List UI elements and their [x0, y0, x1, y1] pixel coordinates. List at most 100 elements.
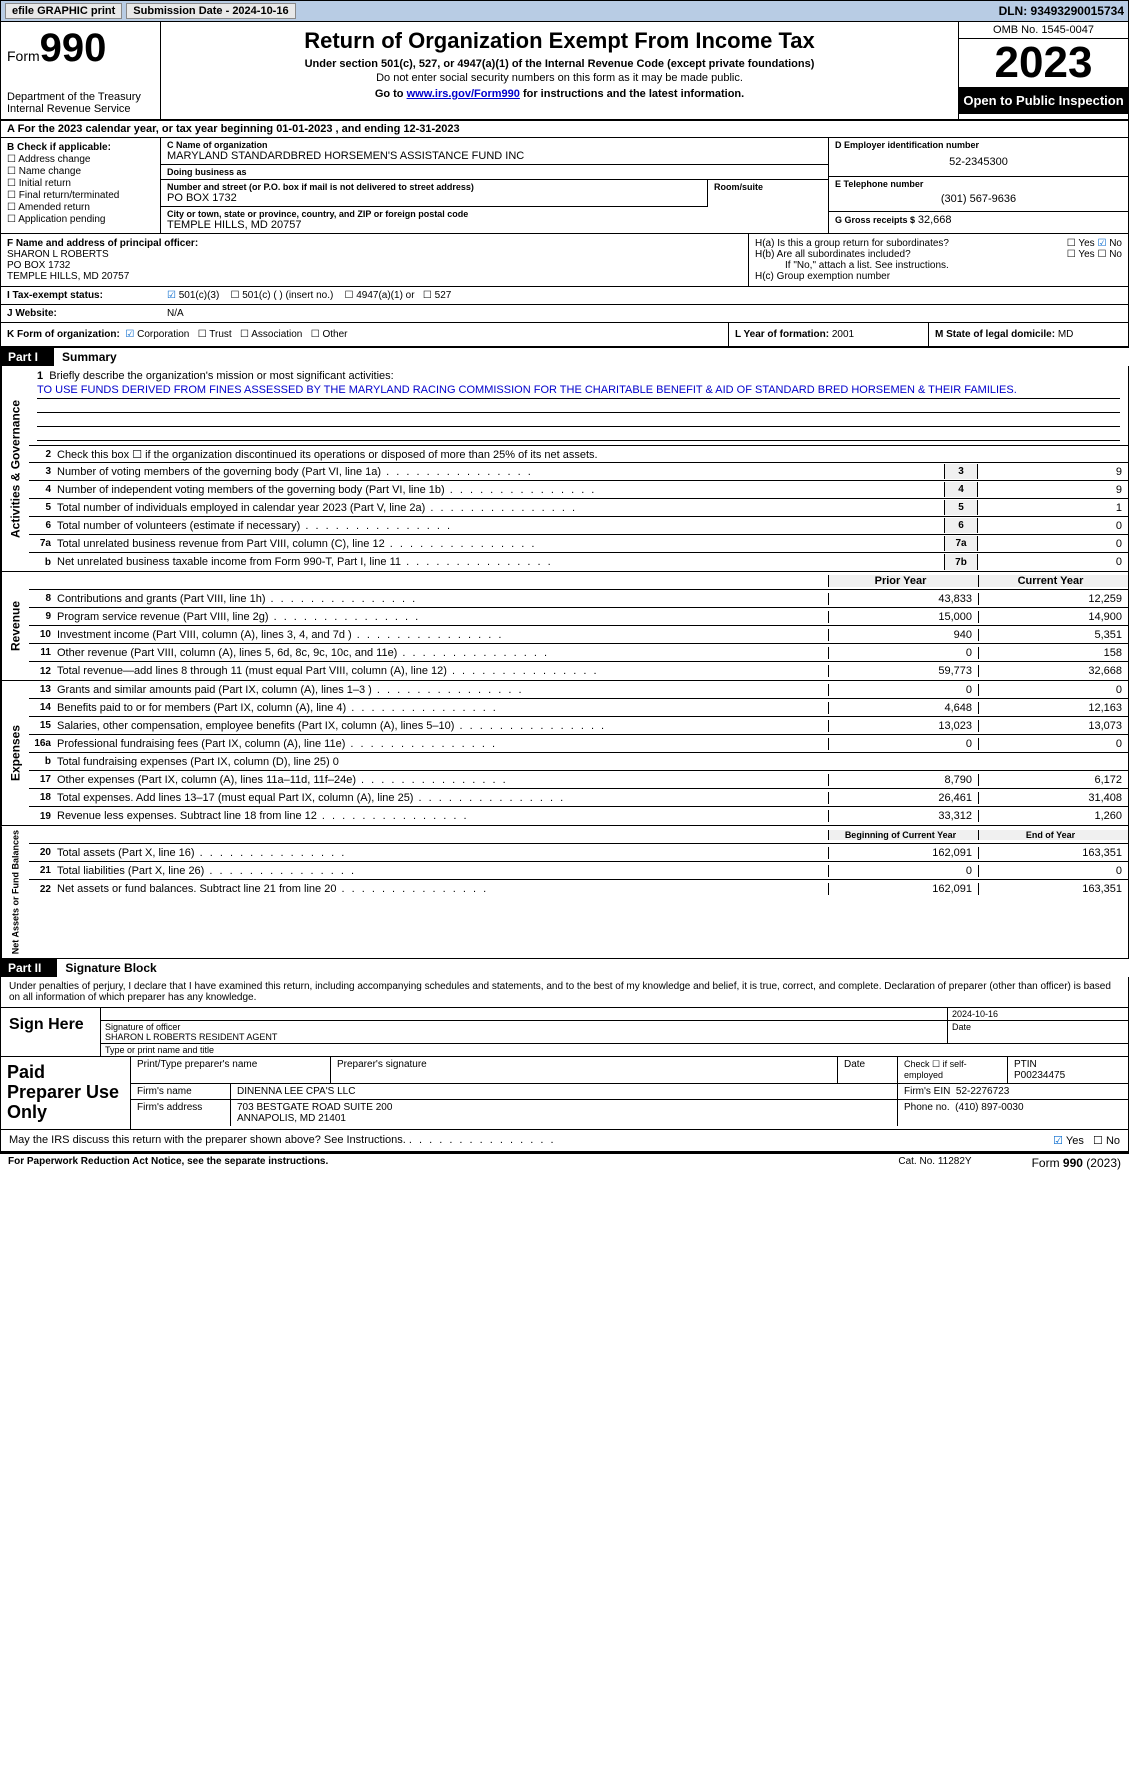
- firm-addr-label: Firm's address: [131, 1100, 231, 1126]
- revenue-body: Prior Year Current Year 8Contributions a…: [29, 572, 1128, 680]
- ln-txt: Contributions and grants (Part VIII, lin…: [57, 593, 828, 605]
- tel-value: (301) 567-9636: [835, 189, 1122, 209]
- cb-assoc[interactable]: [240, 329, 251, 340]
- ha-yes[interactable]: [1067, 238, 1079, 249]
- cb-final-return[interactable]: Final return/terminated: [7, 190, 154, 201]
- firm-phone-cell: Phone no. (410) 897-0030: [898, 1100, 1128, 1126]
- gross-label: G Gross receipts $: [835, 215, 915, 225]
- hb-yes[interactable]: [1067, 249, 1079, 260]
- form-number: Form990: [7, 26, 154, 71]
- cb-address-change[interactable]: Address change: [7, 154, 154, 165]
- submission-date-button[interactable]: Submission Date - 2024-10-16: [126, 3, 295, 19]
- part2-header: Part II Signature Block: [0, 959, 1129, 977]
- ln-val: 1: [978, 502, 1128, 514]
- net-line-20: 20Total assets (Part X, line 16)162,0911…: [29, 844, 1128, 862]
- end-year-hdr: End of Year: [978, 830, 1128, 840]
- row-a: A For the 2023 calendar year, or tax yea…: [0, 119, 1129, 138]
- sub3-pre: Go to: [375, 88, 407, 100]
- line-2: 2 Check this box ☐ if the organization d…: [29, 445, 1128, 463]
- cb-application-pending[interactable]: Application pending: [7, 214, 154, 225]
- ln-num: 6: [29, 520, 57, 531]
- ln-txt: Program service revenue (Part VIII, line…: [57, 611, 828, 623]
- ha-yes-lbl: Yes: [1078, 238, 1094, 249]
- ln-box: 7a: [944, 536, 978, 551]
- cb-trust[interactable]: [198, 329, 210, 340]
- rev-line-12: 12Total revenue—add lines 8 through 11 (…: [29, 662, 1128, 680]
- suite-cell: Room/suite: [708, 180, 828, 207]
- row-i: I Tax-exempt status: 501(c)(3) 501(c) ( …: [0, 287, 1129, 305]
- paid-preparer-label: Paid Preparer Use Only: [1, 1057, 131, 1128]
- net-line-21: 21Total liabilities (Part X, line 26)00: [29, 862, 1128, 880]
- cb-initial-return[interactable]: Initial return: [7, 178, 154, 189]
- ln-num: 18: [29, 792, 57, 803]
- irs-link[interactable]: www.irs.gov/Form990: [407, 88, 520, 100]
- curr-val: 5,351: [978, 629, 1128, 641]
- cb-name-change[interactable]: Name change: [7, 166, 154, 177]
- tel-label: E Telephone number: [835, 179, 1122, 189]
- ln-val: 0: [978, 520, 1128, 532]
- row-klm: K Form of organization: Corporation Trus…: [0, 323, 1129, 348]
- ln-num: 22: [29, 884, 57, 895]
- ln-txt: Investment income (Part VIII, column (A)…: [57, 629, 828, 641]
- open-public: Open to Public Inspection: [959, 87, 1128, 114]
- part1-title: Summary: [54, 348, 1129, 366]
- ln-txt: Net assets or fund balances. Subtract li…: [57, 883, 828, 895]
- curr-val: 13,073: [978, 720, 1128, 732]
- discuss-no: No: [1106, 1135, 1120, 1147]
- ln-txt: Other revenue (Part VIII, column (A), li…: [57, 647, 828, 659]
- header-middle: Return of Organization Exempt From Incom…: [161, 22, 958, 119]
- tel-cell: E Telephone number (301) 567-9636: [829, 177, 1128, 212]
- cb-501c[interactable]: [230, 290, 242, 301]
- exp-line-18: 18Total expenses. Add lines 13–17 (must …: [29, 789, 1128, 807]
- exp-line-16a: 16aProfessional fundraising fees (Part I…: [29, 735, 1128, 753]
- addr-label: Number and street (or P.O. box if mail i…: [167, 182, 701, 192]
- ln-txt: Professional fundraising fees (Part IX, …: [57, 738, 828, 750]
- year-formation-label: L Year of formation:: [735, 329, 829, 340]
- hb-no[interactable]: [1097, 249, 1109, 260]
- curr-val: 0: [978, 865, 1128, 877]
- cb-corp[interactable]: [125, 329, 137, 340]
- cb-other[interactable]: [311, 329, 323, 340]
- prior-year-hdr: Prior Year: [828, 575, 978, 587]
- ln-txt: Total revenue—add lines 8 through 11 (mu…: [57, 665, 828, 677]
- dba-label: Doing business as: [167, 167, 822, 177]
- ln-num: 7a: [29, 538, 57, 549]
- header-sub1: Under section 501(c), 527, or 4947(a)(1)…: [169, 58, 950, 70]
- discuss-yes-cb[interactable]: [1053, 1135, 1066, 1147]
- officer-addr1: PO BOX 1732: [7, 260, 742, 271]
- curr-val: 31,408: [978, 792, 1128, 804]
- dln-label: DLN: 93493290015734: [999, 4, 1124, 18]
- ha-no[interactable]: [1097, 238, 1109, 249]
- cb-amended-return[interactable]: Amended return: [7, 202, 154, 213]
- curr-val: 14,900: [978, 611, 1128, 623]
- form-footer-label: Form 990 (2023): [1032, 1156, 1121, 1170]
- efile-print-button[interactable]: efile GRAPHIC print: [5, 3, 122, 19]
- box-c: C Name of organization MARYLAND STANDARD…: [161, 138, 828, 233]
- cb-4947[interactable]: [344, 290, 356, 301]
- officer-addr2: TEMPLE HILLS, MD 20757: [7, 271, 742, 282]
- ln-num: 17: [29, 774, 57, 785]
- exp-line-17: 17Other expenses (Part IX, column (A), l…: [29, 771, 1128, 789]
- beginning-year-hdr: Beginning of Current Year: [828, 830, 978, 840]
- prep-row3: Firm's address 703 BESTGATE ROAD SUITE 2…: [131, 1100, 1128, 1126]
- ln-num: 21: [29, 865, 57, 876]
- discuss-label: May the IRS discuss this return with the…: [9, 1134, 406, 1146]
- prior-val: 26,461: [828, 792, 978, 804]
- hb-note: If "No," attach a list. See instructions…: [755, 260, 1122, 271]
- top-bar: efile GRAPHIC print Submission Date - 20…: [0, 0, 1129, 22]
- ptin-value: P00234475: [1014, 1070, 1122, 1081]
- cb-501c3[interactable]: [167, 290, 179, 301]
- discuss-no-cb[interactable]: [1093, 1135, 1106, 1147]
- gov-line-7a: 7aTotal unrelated business revenue from …: [29, 535, 1128, 553]
- year-formation: 2001: [832, 329, 854, 340]
- sig-blank: [101, 1008, 948, 1020]
- block-fh: F Name and address of principal officer:…: [0, 234, 1129, 287]
- row-j: J Website: N/A: [0, 305, 1129, 323]
- prep-row2: Firm's name DINENNA LEE CPA'S LLC Firm's…: [131, 1084, 1128, 1100]
- part1-body: Activities & Governance 1 Briefly descri…: [0, 366, 1129, 959]
- ln-num: 5: [29, 502, 57, 513]
- domicile-value: MD: [1058, 329, 1074, 340]
- cb-527[interactable]: [423, 290, 435, 301]
- form-header: Form990 Department of the Treasury Inter…: [0, 22, 1129, 119]
- ln-txt: Salaries, other compensation, employee b…: [57, 720, 828, 732]
